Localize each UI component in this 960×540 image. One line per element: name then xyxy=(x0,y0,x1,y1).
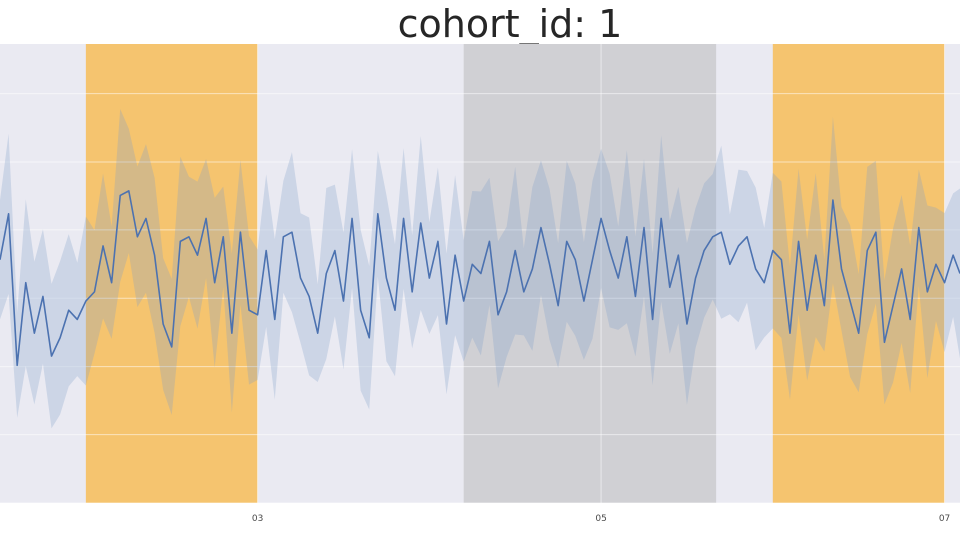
x-tick-label-3: 07 xyxy=(939,514,950,524)
x-tick-label-1: 03 xyxy=(252,514,263,524)
chart-title: cohort_id: 1 xyxy=(398,2,623,46)
series-1-confidence-band xyxy=(0,109,960,429)
highlight-span-3 xyxy=(772,44,945,503)
highlight-span-1 xyxy=(85,44,258,503)
x-tick-label-2: 05 xyxy=(595,514,606,524)
series-1-line xyxy=(0,190,960,367)
